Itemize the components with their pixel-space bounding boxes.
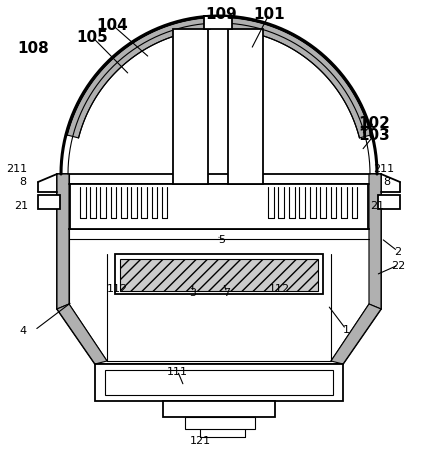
Bar	[115, 254, 323, 294]
Text: 211: 211	[6, 164, 27, 174]
Polygon shape	[57, 174, 69, 309]
Bar	[70, 185, 368, 230]
Text: 3: 3	[189, 288, 196, 298]
Text: 8: 8	[383, 176, 390, 186]
Text: 4: 4	[19, 325, 26, 336]
Bar	[173, 30, 208, 185]
Text: 108: 108	[17, 41, 49, 56]
Text: 1: 1	[343, 325, 350, 335]
Polygon shape	[67, 18, 210, 139]
Text: 21: 21	[14, 201, 28, 211]
Text: 22: 22	[392, 260, 406, 270]
Text: 112: 112	[107, 283, 128, 293]
Text: 121: 121	[190, 435, 211, 445]
Text: 8: 8	[19, 176, 26, 186]
Text: 2: 2	[394, 246, 401, 257]
Bar	[95, 364, 343, 401]
Bar	[120, 259, 318, 291]
Text: 112: 112	[269, 283, 290, 293]
Bar	[204, 17, 232, 30]
Text: 101: 101	[254, 7, 285, 22]
Text: 104: 104	[96, 18, 127, 33]
Bar	[378, 196, 400, 210]
Text: 21: 21	[371, 201, 385, 211]
Text: 5: 5	[218, 235, 225, 245]
Text: 102: 102	[359, 116, 390, 130]
Bar	[105, 370, 333, 395]
Text: 111: 111	[167, 366, 188, 376]
Polygon shape	[331, 304, 381, 364]
Text: 105: 105	[76, 30, 108, 45]
Text: 211: 211	[373, 164, 394, 174]
Bar	[163, 401, 275, 417]
Polygon shape	[369, 174, 381, 309]
Bar	[185, 417, 255, 429]
Text: 7: 7	[223, 288, 230, 298]
Text: 103: 103	[359, 128, 390, 143]
Text: 109: 109	[205, 7, 237, 22]
Bar	[228, 30, 263, 185]
Polygon shape	[228, 18, 371, 139]
Bar	[38, 196, 60, 210]
Polygon shape	[57, 304, 107, 364]
